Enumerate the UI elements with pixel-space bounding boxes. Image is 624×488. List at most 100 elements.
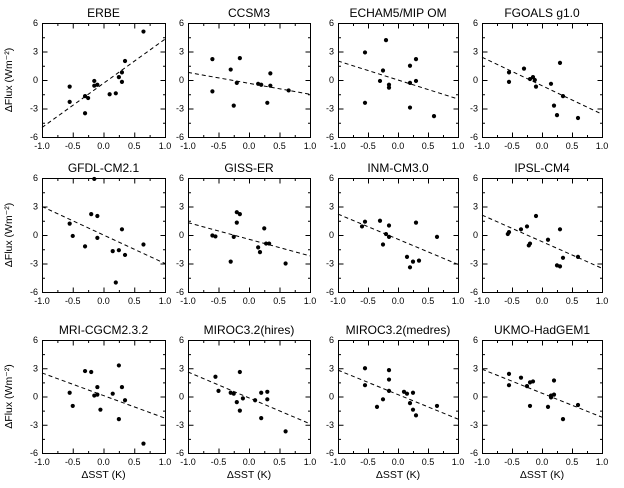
data-point [407,265,413,270]
data-point [377,218,383,223]
x-tick-label: 0.0 [536,457,549,467]
data-point [262,226,267,231]
y-tick-label: 3 [179,47,184,57]
scatter-panel-gfdl: GFDL-CM2.1 -1.0 -0.5 0.0 0.5 1.0 -6 -3 0 3 6 ΔFlux … [3,161,171,306]
data-point [401,389,407,394]
y-tick-label: 0 [33,230,38,240]
data-point [383,38,389,43]
y-tick-label: -3 [470,420,478,430]
y-tick-label: -3 [176,104,184,114]
y-tick-label: 3 [179,363,184,373]
y-tick-label: 6 [473,335,478,345]
data-point [228,259,233,264]
data-point [548,81,554,86]
data-point [95,213,100,219]
scatter-panel-giss: GISS-ER -1.0 -0.5 0.0 0.5 1.0 -6 -3 0 3 6 [176,161,316,306]
data-point [530,379,536,384]
data-point [434,234,440,239]
data-point [575,254,581,259]
data-point [386,388,392,393]
data-point [267,241,272,246]
x-tick-label: 0.5 [422,141,435,151]
data-point [92,78,97,84]
y-tick-label: 6 [179,335,184,345]
y-tick-label: 6 [33,18,38,28]
data-point [141,242,146,247]
y-tick-label: -6 [326,448,334,458]
data-point [286,88,291,93]
data-point [551,392,557,397]
y-tick-label: 0 [33,392,38,402]
y-tick-label: -3 [470,104,478,114]
y-tick-label: 3 [329,47,334,57]
data-point [527,76,533,82]
data-point [89,212,94,217]
y-tick-label: 6 [473,173,478,183]
data-point [216,388,221,393]
data-point [518,227,524,232]
data-point [237,56,242,61]
data-point [386,377,392,382]
data-point [122,58,128,64]
data-point [506,383,512,388]
data-point [407,400,413,406]
y-tick-label: -6 [470,132,478,142]
panel-title: ERBE [87,6,120,20]
scatter-panel-ipsl: IPSL-CM4 -1.0 -0.5 0.0 0.5 1.0 -6 -3 0 3 6 [470,161,608,306]
y-tick-label: 0 [473,392,478,402]
trend-line [481,56,603,115]
plot-frame [482,178,603,293]
data-point [377,78,383,84]
data-point [82,94,88,99]
x-tick-label: 1.0 [159,296,172,306]
data-point [431,114,437,119]
y-tick-label: -3 [326,420,334,430]
data-point [268,71,273,76]
x-tick-label: 1.0 [304,296,317,306]
data-point [386,85,392,90]
x-tick-label: 0.0 [243,457,256,467]
data-point [518,375,524,380]
data-point [237,212,242,217]
y-tick-label: 3 [33,202,38,212]
scatter-panel-miroc-hires: MIROC3.2(hires) -1.0 -0.5 0.0 0.5 1.0 -6 -3 0 3 6 Δ… [176,323,316,481]
data-point [67,99,72,104]
x-tick-label: 1.0 [304,141,317,151]
data-point [524,384,530,389]
x-tick-label: -0.5 [65,296,81,306]
data-point [92,176,97,182]
data-point [545,404,551,409]
x-tick-label: 0.0 [536,141,549,151]
data-point [82,368,88,374]
data-point [259,82,264,87]
trend-line [481,214,603,269]
y-tick-label: 6 [33,173,38,183]
data-point [116,417,121,422]
y-axis-label: ΔFlux (Wm⁻²) [3,48,15,112]
data-point [557,264,563,269]
data-point [362,50,368,55]
trend-line [337,369,459,420]
x-tick-label: 0.5 [422,457,435,467]
x-axis-label: ΔSST (K) [227,469,271,481]
x-tick-label: 0.0 [243,141,256,151]
data-point [116,248,121,253]
data-point [551,103,557,108]
x-tick-label: -1.0 [180,296,196,306]
x-tick-label: -0.5 [211,296,227,306]
plot-frame [188,178,311,293]
data-point [413,78,419,84]
data-point [259,416,264,421]
x-tick-label: -1.0 [330,141,346,151]
y-tick-label: -6 [30,448,38,458]
scatter-panel-erbe: ERBE -1.0 -0.5 0.0 0.5 1.0 -6 -3 0 3 6 ΔFlux (Wm⁻²) [3,6,171,151]
data-point [380,68,386,73]
x-tick-label: 0.5 [422,296,435,306]
x-tick-label: -1.0 [474,457,490,467]
y-tick-label: -6 [326,132,334,142]
plot-frame [482,23,603,138]
data-point [532,77,537,83]
x-tick-label: -0.5 [504,296,520,306]
panel-title: MIROC3.2(hires) [204,323,295,337]
